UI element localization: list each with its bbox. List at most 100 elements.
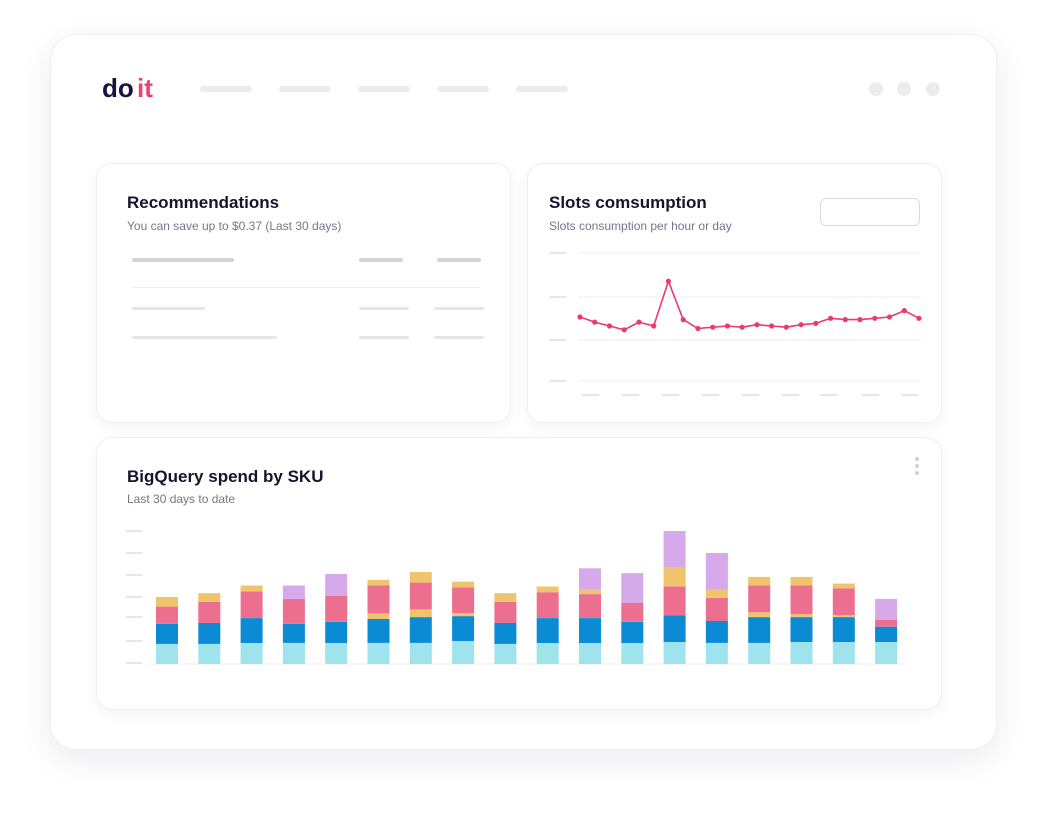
bar-segment — [282, 642, 305, 664]
bar-segment — [325, 642, 348, 664]
slots-data-point — [695, 325, 701, 332]
recommendations-card — [96, 163, 511, 423]
nav-item-placeholder[interactable] — [358, 86, 410, 92]
recommendations-subtitle: You can save up to $0.37 (Last 30 days) — [127, 219, 342, 233]
logo-text-it: it — [137, 73, 153, 103]
bar-segment — [240, 591, 263, 619]
bar-segment — [663, 586, 686, 616]
slots-data-point — [857, 317, 863, 323]
bar-segment — [579, 618, 601, 643]
bar-segment — [832, 583, 855, 589]
logo-text-do: do — [102, 73, 134, 103]
nav-item-placeholder[interactable] — [516, 86, 568, 92]
bar-segment — [536, 618, 559, 643]
bar-segment — [579, 568, 601, 590]
bar-segment — [367, 613, 390, 619]
bar-segment — [367, 642, 390, 664]
slots-title: Slots comsumption — [549, 193, 707, 212]
bar-segment — [748, 642, 771, 664]
doit-logo[interactable]: do it — [102, 72, 172, 105]
slots-data-point — [592, 319, 598, 325]
slots-data-point — [739, 324, 745, 330]
slots-data-point — [813, 320, 819, 326]
bar-segment — [621, 621, 644, 643]
slots-data-point — [636, 319, 642, 325]
bar-segment — [409, 572, 432, 583]
bar-segment — [663, 642, 686, 664]
bar-segment — [832, 588, 855, 616]
slots-data-point — [621, 327, 627, 333]
bar-segment — [240, 618, 263, 643]
bar-segment — [536, 592, 559, 618]
bar-segment — [705, 553, 728, 590]
table-row-placeholder[interactable] — [359, 336, 409, 339]
slots-data-point — [842, 317, 848, 323]
bar-segment — [282, 598, 305, 624]
bar-segment — [452, 613, 475, 617]
slots-data-point — [651, 323, 657, 329]
table-row-placeholder[interactable] — [434, 336, 484, 339]
window-dot[interactable] — [897, 82, 911, 96]
nav-item-placeholder[interactable] — [279, 86, 331, 92]
window-dot[interactable] — [869, 82, 883, 96]
window-dot[interactable] — [926, 82, 940, 96]
bar-segment — [663, 567, 686, 587]
slots-data-point — [886, 314, 893, 320]
nav-item-placeholder[interactable] — [437, 86, 489, 92]
bar-segment — [494, 622, 517, 644]
slots-data-point — [872, 315, 878, 321]
doit-logo-mark: do it — [102, 73, 153, 103]
slots-data-point — [577, 314, 583, 320]
bar-segment — [198, 593, 221, 602]
bar-segment — [705, 642, 728, 664]
slots-data-point — [754, 322, 760, 328]
bar-segment — [367, 585, 390, 614]
slots-data-point — [783, 324, 789, 330]
bar-segment — [790, 642, 813, 664]
bar-segment — [156, 606, 178, 624]
bar-segment — [409, 642, 432, 664]
slots-data-point — [901, 308, 907, 314]
bar-segment — [367, 579, 390, 586]
table-row-placeholder[interactable] — [359, 307, 409, 310]
bar-segment — [409, 617, 432, 643]
bar-segment — [748, 585, 771, 613]
bar-segment — [452, 587, 475, 614]
table-row-placeholder[interactable] — [434, 307, 484, 310]
bar-segment — [832, 642, 855, 664]
bar-segment — [832, 615, 855, 618]
bar-segment — [367, 619, 390, 643]
bar-segment — [156, 597, 178, 607]
bar-segment — [621, 602, 644, 622]
bar-segment — [240, 642, 263, 664]
nav-item-placeholder[interactable] — [200, 86, 252, 92]
bar-segment — [452, 616, 475, 641]
bar-segment — [748, 612, 771, 618]
bar-segment — [282, 585, 305, 599]
bar-segment — [325, 574, 348, 596]
slots-data-point — [798, 322, 804, 328]
bigquery-title: BigQuery spend by SKU — [127, 467, 324, 486]
slots-data-point — [828, 315, 834, 321]
bar-segment — [536, 642, 559, 664]
table-header-placeholder — [359, 258, 403, 262]
slots-subtitle: Slots consumption per hour or day — [549, 219, 732, 233]
bar-segment — [875, 642, 898, 664]
slots-data-point — [606, 323, 613, 329]
bar-segment — [621, 573, 644, 603]
bar-segment — [790, 617, 813, 642]
table-row-placeholder[interactable] — [132, 336, 277, 339]
period-select[interactable] — [820, 198, 920, 226]
bigquery-subtitle: Last 30 days to date — [127, 492, 236, 506]
bar-segment — [748, 617, 771, 643]
bar-segment — [705, 598, 728, 621]
bar-segment — [325, 596, 348, 622]
bar-segment — [198, 622, 221, 644]
more-vertical-icon[interactable] — [913, 457, 921, 479]
table-row-placeholder[interactable] — [132, 307, 205, 310]
table-divider — [132, 287, 480, 288]
slots-data-point — [680, 317, 686, 323]
bar-segment — [452, 581, 475, 588]
bar-segment — [240, 585, 263, 592]
bar-segment — [282, 623, 305, 643]
